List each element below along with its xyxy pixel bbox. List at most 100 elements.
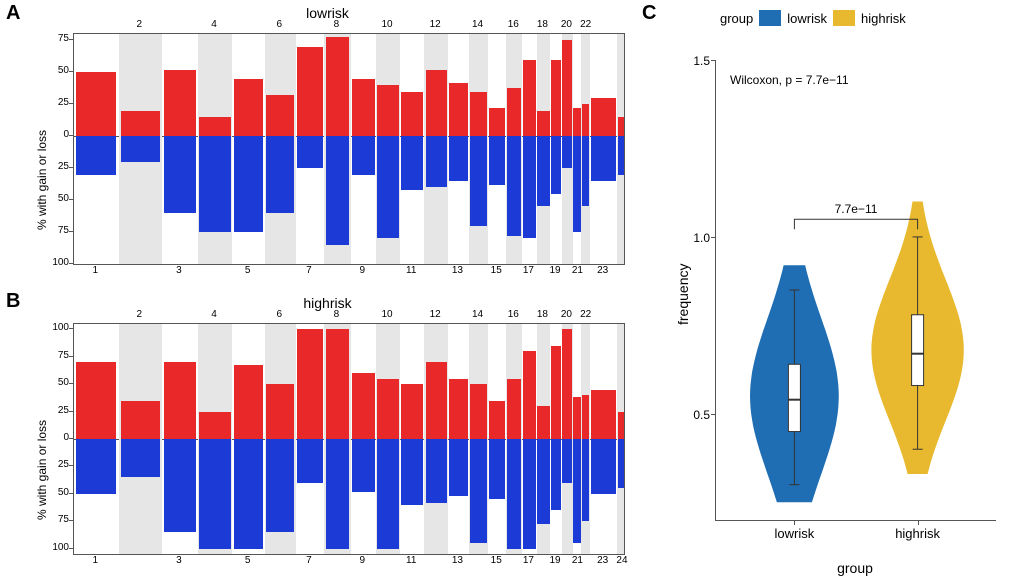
- violin-xtick: highrisk: [878, 526, 958, 541]
- gain-bar: [591, 98, 616, 136]
- chrom-col: [573, 34, 581, 264]
- chrom-col: [119, 324, 162, 554]
- loss-bar: [121, 439, 160, 477]
- chrom-label-bottom: 9: [350, 265, 375, 276]
- chrom-col: [198, 34, 233, 264]
- chrom-label-bottom: 15: [487, 265, 505, 276]
- chrom-col: [506, 34, 522, 264]
- loss-bar: [297, 136, 323, 168]
- loss-bar: [326, 439, 350, 549]
- chrom-col: [265, 324, 296, 554]
- loss-bar: [489, 136, 505, 185]
- loss-bar: [582, 136, 590, 206]
- gain-bar: [76, 362, 116, 439]
- loss-bar: [164, 439, 196, 532]
- gain-bar: [326, 329, 350, 439]
- loss-bar: [449, 136, 468, 181]
- ytick-label: 75: [47, 225, 69, 236]
- violin-ytick: 0.5: [682, 408, 710, 422]
- loss-bar: [551, 136, 561, 194]
- gain-bar: [449, 379, 468, 439]
- gain-bar: [489, 108, 505, 136]
- ytick-label: 25: [47, 97, 69, 108]
- gain-bar: [121, 401, 160, 439]
- chrom-label-top: 4: [197, 309, 232, 320]
- violin-xtick: lowrisk: [754, 526, 834, 541]
- ytick-label: 0: [47, 129, 69, 140]
- gain-bar: [426, 70, 447, 136]
- chrom-col: [550, 34, 562, 264]
- chrom-label-top: 16: [505, 19, 521, 30]
- ytick-label: 100: [47, 257, 69, 268]
- chrom-label-bottom: 1: [73, 555, 118, 566]
- gain-bar: [234, 79, 263, 137]
- chrom-col: [617, 324, 624, 554]
- chrom-label-bottom: 19: [549, 555, 561, 566]
- loss-bar: [537, 136, 549, 206]
- chrom-label-bottom: 13: [447, 265, 468, 276]
- chrom-col: [424, 324, 448, 554]
- loss-bar: [121, 136, 160, 162]
- loss-bar: [352, 439, 375, 492]
- loss-bar: [470, 439, 487, 543]
- chrom-label-bottom: 11: [399, 265, 423, 276]
- loss-bar: [537, 439, 549, 524]
- panel-b: highrisk % with gain or loss 02550751002…: [25, 295, 630, 575]
- chrom-label-top: 22: [580, 309, 589, 320]
- chrom-label-top: 22: [580, 19, 589, 30]
- chrom-col: [296, 324, 325, 554]
- legend-label-lowrisk: lowrisk: [787, 11, 827, 26]
- gain-bar: [551, 346, 561, 439]
- ytick-label: 75: [47, 514, 69, 525]
- chrom-label-top: 12: [423, 309, 447, 320]
- loss-bar: [562, 439, 572, 483]
- boxplot-box: [912, 315, 924, 386]
- gain-bar: [573, 108, 580, 136]
- chrom-col: [522, 34, 536, 264]
- wilcoxon-text: Wilcoxon, p = 7.7e−11: [730, 73, 849, 87]
- chrom-col: [562, 324, 573, 554]
- ytick-label: 50: [47, 487, 69, 498]
- loss-bar: [523, 439, 536, 549]
- ytick-label: 50: [47, 193, 69, 204]
- chrom-label-bottom: 21: [572, 555, 580, 566]
- loss-bar: [470, 136, 487, 225]
- loss-bar: [199, 439, 230, 549]
- chrom-label-bottom: 24: [616, 555, 623, 566]
- sig-label: 7.7e−11: [835, 202, 878, 216]
- loss-bar: [582, 439, 590, 521]
- chrom-label-bottom: 23: [589, 265, 617, 276]
- chrom-label-bottom: 5: [231, 265, 263, 276]
- loss-bar: [551, 439, 561, 510]
- loss-bar: [591, 136, 616, 181]
- genome-plot-lowrisk: [73, 33, 625, 265]
- figure-root: A B C lowrisk % with gain or loss 025507…: [0, 0, 1020, 581]
- chrom-col: [590, 324, 618, 554]
- violin-plot: 0.51.01.5lowriskhighrisk7.7e−11: [715, 60, 996, 521]
- gain-bar: [489, 401, 505, 439]
- panel-label-a: A: [6, 2, 20, 25]
- chrom-label-bottom: 17: [521, 555, 535, 566]
- gain-bar: [234, 365, 263, 439]
- gain-bar: [297, 329, 323, 439]
- panel-a-ylabel: % with gain or loss: [35, 130, 49, 230]
- panel-c: group lowrisk highrisk 0.51.01.5lowriskh…: [660, 5, 1010, 575]
- chrom-label-top: 6: [264, 19, 295, 30]
- gain-bar: [470, 384, 487, 439]
- loss-bar: [377, 136, 399, 238]
- chrom-col: [424, 34, 448, 264]
- genome-plot-highrisk: [73, 323, 625, 555]
- gain-bar: [523, 60, 536, 137]
- gain-bar: [377, 379, 399, 439]
- ytick-label: 25: [47, 459, 69, 470]
- ytick-label: 25: [47, 161, 69, 172]
- chrom-label-top: 10: [375, 309, 399, 320]
- chrom-label-top: 14: [468, 19, 487, 30]
- loss-bar: [507, 136, 521, 236]
- gain-bar: [401, 92, 423, 137]
- gain-bar: [537, 406, 549, 439]
- chrom-col: [324, 34, 350, 264]
- gain-bar: [523, 351, 536, 439]
- loss-bar: [76, 439, 116, 494]
- chrom-col: [324, 324, 350, 554]
